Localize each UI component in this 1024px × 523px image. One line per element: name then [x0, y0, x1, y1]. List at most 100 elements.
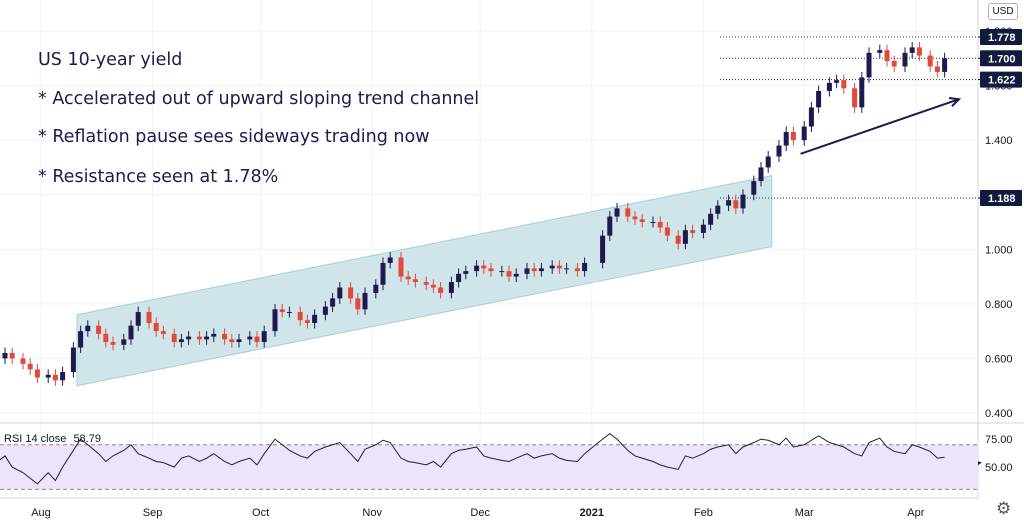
time-tick-label: 2021 — [580, 507, 604, 519]
candle — [355, 292, 361, 315]
candle — [261, 325, 267, 348]
candle — [902, 47, 908, 72]
candle-body — [549, 265, 555, 269]
candle-body — [675, 235, 681, 244]
candle-body — [859, 77, 865, 108]
price-axis[interactable]: 0.4000.6000.8001.0001.2001.4001.6001.800… — [978, 26, 1022, 474]
candle — [474, 260, 480, 277]
candle — [682, 224, 688, 250]
candle — [549, 260, 555, 274]
candle — [103, 328, 109, 348]
rsi-legend-value: 58.79 — [73, 433, 101, 445]
candle-body — [423, 282, 429, 285]
candle — [196, 331, 202, 345]
candle — [380, 257, 386, 291]
candle — [178, 333, 184, 348]
candle-body — [657, 222, 663, 228]
candle — [574, 262, 580, 277]
candle — [412, 273, 418, 288]
gear-icon[interactable]: ⚙ — [996, 499, 1012, 518]
candle — [2, 347, 8, 364]
candle-body — [650, 222, 656, 223]
candle — [909, 41, 915, 59]
rsi-legend-name: RSI 14 close — [4, 433, 67, 445]
candle — [826, 77, 832, 97]
candle-body — [254, 336, 260, 343]
price-level-label: 1.188 — [988, 193, 1016, 205]
candle-body — [355, 298, 361, 310]
candle — [135, 306, 141, 332]
candle-body — [513, 273, 519, 277]
rsi-tick-label: 75.00 — [985, 434, 1013, 446]
candle — [423, 276, 429, 291]
candle-body — [261, 331, 267, 343]
trend-channel-layer — [76, 175, 773, 387]
candle-body — [625, 208, 631, 217]
candle — [153, 317, 159, 337]
candle-body — [9, 352, 15, 359]
candle — [322, 301, 328, 321]
candle — [783, 126, 789, 152]
candle — [675, 230, 681, 250]
rsi-panel — [0, 432, 978, 490]
candle-body — [607, 216, 613, 236]
candle — [765, 151, 771, 173]
candle-body — [600, 235, 606, 263]
candle — [52, 369, 58, 386]
candle — [362, 287, 368, 315]
price-level-label: 1.622 — [988, 75, 1016, 87]
candle — [430, 279, 436, 293]
candle — [78, 325, 84, 353]
candle-body — [639, 219, 645, 222]
candle-body — [582, 262, 588, 272]
candle — [186, 331, 192, 345]
candle — [463, 265, 469, 280]
candle — [801, 121, 807, 146]
candle-body — [60, 372, 66, 381]
candle-body — [632, 216, 638, 220]
candle — [60, 366, 66, 386]
candle — [204, 331, 210, 345]
candle — [607, 211, 613, 242]
candle-body — [27, 363, 33, 370]
candle — [456, 268, 462, 288]
candle — [286, 306, 292, 318]
candle — [222, 328, 228, 345]
candle-body — [135, 312, 141, 326]
price-level-label: 1.778 — [988, 32, 1016, 44]
candle — [700, 219, 706, 239]
price-tick-label: 1.000 — [985, 244, 1013, 256]
candle-body — [884, 50, 890, 62]
candle-body — [380, 262, 386, 285]
time-tick-label: Apr — [907, 507, 924, 519]
time-tick-label: Oct — [252, 507, 269, 519]
candle — [254, 331, 260, 348]
candle-body — [564, 268, 570, 270]
candle-body — [322, 306, 328, 315]
candle — [564, 262, 570, 274]
candle-body — [891, 61, 897, 67]
candle — [85, 320, 91, 337]
candle-body — [826, 82, 832, 92]
time-axis[interactable]: Aug Sep Oct Nov Dec 2021 Feb Mar Apr — [31, 507, 924, 519]
candle-body — [279, 309, 285, 313]
candle-body — [942, 58, 948, 72]
candle — [488, 262, 494, 277]
candle — [96, 320, 102, 340]
candle — [726, 194, 732, 212]
candle — [733, 194, 739, 214]
candle-body — [758, 167, 764, 182]
candle — [398, 252, 404, 283]
currency-badge[interactable]: USD — [988, 3, 1018, 20]
candle-body — [96, 325, 102, 334]
candle-body — [362, 292, 368, 310]
candle — [110, 336, 116, 351]
candle — [639, 213, 645, 228]
rsi-legend[interactable]: RSI 14 close 58.79 — [4, 433, 101, 445]
candle — [121, 333, 127, 351]
candle — [438, 282, 444, 299]
candle-body — [373, 284, 379, 293]
candle — [70, 342, 76, 378]
candle — [934, 61, 940, 78]
